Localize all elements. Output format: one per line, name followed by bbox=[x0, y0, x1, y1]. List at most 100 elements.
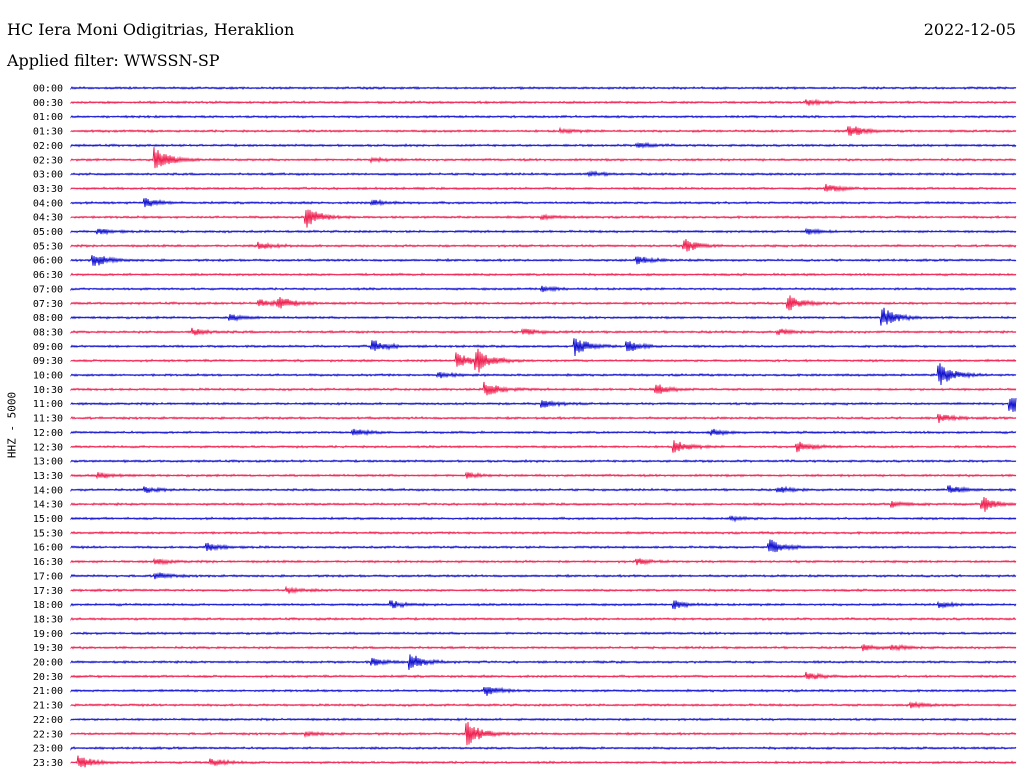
trace-0600 bbox=[70, 255, 1017, 266]
date-label: 2022-12-05 bbox=[923, 20, 1016, 39]
trace-1100 bbox=[70, 398, 1017, 412]
trace-1930 bbox=[70, 643, 1017, 652]
row-label-1530: 15:30 bbox=[33, 528, 63, 539]
trace-1530 bbox=[70, 530, 1017, 536]
row-label-2000: 20:00 bbox=[33, 658, 63, 669]
trace-0200 bbox=[70, 141, 1017, 149]
row-label-0730: 07:30 bbox=[33, 299, 63, 310]
trace-2330 bbox=[70, 755, 1017, 768]
trace-2100 bbox=[70, 686, 1017, 696]
trace-0130 bbox=[70, 126, 1017, 136]
trace-1030 bbox=[70, 381, 1017, 396]
trace-2230 bbox=[70, 721, 1017, 746]
row-label-0900: 09:00 bbox=[33, 342, 63, 353]
row-label-0700: 07:00 bbox=[33, 284, 63, 295]
trace-1130 bbox=[70, 413, 1017, 424]
row-label-1930: 19:30 bbox=[33, 643, 63, 654]
row-label-1800: 18:00 bbox=[33, 600, 63, 611]
trace-2300 bbox=[70, 746, 1017, 751]
row-label-1700: 17:00 bbox=[33, 571, 63, 582]
trace-0930 bbox=[70, 348, 1017, 373]
trace-2200 bbox=[70, 717, 1017, 722]
row-labels-group: 00:00 00:30 01:00 01:30 02:00 02:30 03:00 03:30… bbox=[33, 84, 63, 769]
trace-1500 bbox=[70, 515, 1017, 523]
row-label-0100: 01:00 bbox=[33, 112, 63, 123]
trace-1300 bbox=[70, 458, 1017, 464]
row-label-1430: 14:30 bbox=[33, 500, 63, 511]
row-label-0430: 04:30 bbox=[33, 213, 63, 224]
trace-1230 bbox=[70, 440, 1017, 453]
row-label-2330: 23:30 bbox=[33, 758, 63, 769]
row-label-2100: 21:00 bbox=[33, 686, 63, 697]
row-label-1730: 17:30 bbox=[33, 586, 63, 597]
row-label-2200: 22:00 bbox=[33, 715, 63, 726]
trace-0100 bbox=[70, 114, 1017, 119]
trace-0430 bbox=[70, 209, 1017, 228]
trace-0730 bbox=[70, 295, 1017, 311]
row-label-2230: 22:30 bbox=[33, 729, 63, 740]
row-label-0300: 03:00 bbox=[33, 170, 63, 181]
trace-0700 bbox=[70, 285, 1017, 293]
trace-1800 bbox=[70, 600, 1017, 610]
trace-0330 bbox=[70, 183, 1017, 193]
row-label-1330: 13:30 bbox=[33, 471, 63, 482]
trace-2030 bbox=[70, 671, 1017, 680]
row-label-0500: 05:00 bbox=[33, 227, 63, 238]
trace-0830 bbox=[70, 327, 1017, 336]
trace-0400 bbox=[70, 197, 1017, 208]
trace-1600 bbox=[70, 539, 1017, 553]
row-label-0200: 02:00 bbox=[33, 141, 63, 152]
row-label-1630: 16:30 bbox=[33, 557, 63, 568]
trace-1430 bbox=[70, 496, 1017, 512]
row-label-0230: 02:30 bbox=[33, 155, 63, 166]
filter-label: Applied filter: WWSSN-SP bbox=[7, 51, 220, 70]
row-label-1200: 12:00 bbox=[33, 428, 63, 439]
row-label-1830: 18:30 bbox=[33, 614, 63, 625]
row-label-0600: 06:00 bbox=[33, 256, 63, 267]
traces-group bbox=[70, 85, 1017, 768]
row-label-2300: 23:00 bbox=[33, 744, 63, 755]
row-label-1000: 10:00 bbox=[33, 371, 63, 382]
row-label-1900: 19:00 bbox=[33, 629, 63, 640]
trace-0530 bbox=[70, 239, 1017, 252]
trace-2000 bbox=[70, 654, 1017, 670]
trace-0800 bbox=[70, 307, 1017, 326]
row-label-0000: 00:00 bbox=[33, 84, 63, 95]
trace-0500 bbox=[70, 227, 1017, 236]
trace-1900 bbox=[70, 631, 1017, 636]
trace-1630 bbox=[70, 557, 1017, 566]
trace-1200 bbox=[70, 428, 1017, 437]
row-label-1030: 10:30 bbox=[33, 385, 63, 396]
row-label-1230: 12:30 bbox=[33, 442, 63, 453]
row-label-0030: 00:30 bbox=[33, 98, 63, 109]
row-label-1400: 14:00 bbox=[33, 485, 63, 496]
trace-0300 bbox=[70, 170, 1017, 178]
row-label-0530: 05:30 bbox=[33, 241, 63, 252]
trace-2130 bbox=[70, 700, 1017, 709]
trace-0030 bbox=[70, 98, 1017, 107]
trace-0000 bbox=[70, 85, 1017, 91]
trace-0630 bbox=[70, 272, 1017, 277]
row-label-1500: 15:00 bbox=[33, 514, 63, 525]
trace-1700 bbox=[70, 572, 1017, 580]
trace-0230 bbox=[70, 147, 1017, 169]
row-label-0830: 08:30 bbox=[33, 327, 63, 338]
row-label-0800: 08:00 bbox=[33, 313, 63, 324]
row-label-0400: 04:00 bbox=[33, 198, 63, 209]
trace-0900 bbox=[70, 338, 1017, 357]
row-label-1300: 13:00 bbox=[33, 457, 63, 468]
trace-1000 bbox=[70, 363, 1017, 386]
trace-1400 bbox=[70, 485, 1017, 494]
trace-1330 bbox=[70, 471, 1017, 480]
row-label-0930: 09:30 bbox=[33, 356, 63, 367]
row-label-0630: 06:30 bbox=[33, 270, 63, 281]
row-label-1600: 16:00 bbox=[33, 543, 63, 554]
row-label-1130: 11:30 bbox=[33, 414, 63, 425]
row-label-0330: 03:30 bbox=[33, 184, 63, 195]
row-label-0130: 01:30 bbox=[33, 127, 63, 138]
row-label-1100: 11:00 bbox=[33, 399, 63, 410]
trace-1730 bbox=[70, 585, 1017, 594]
row-label-2030: 20:30 bbox=[33, 672, 63, 683]
row-label-2130: 21:30 bbox=[33, 701, 63, 712]
